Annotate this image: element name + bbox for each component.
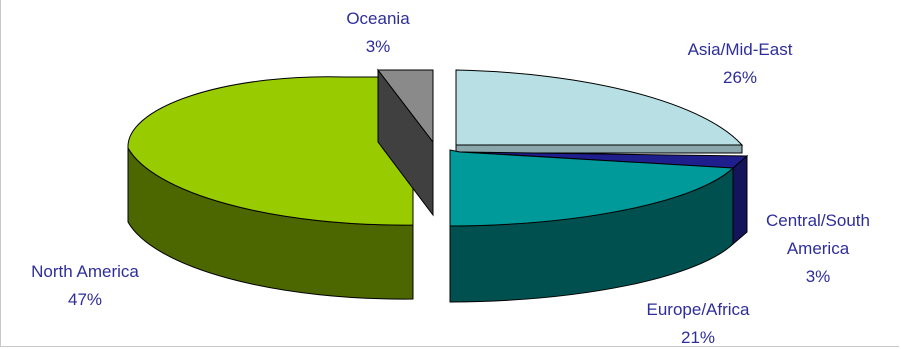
slice-asia-mid-east-side	[455, 144, 743, 154]
slice-north-america-top	[127, 76, 414, 226]
value-central-south-america: 3%	[806, 267, 831, 286]
label-oceania: Oceania	[346, 9, 410, 28]
slice-north-america	[127, 76, 414, 300]
label-central-south-america-line1: Central/South	[766, 211, 870, 230]
slice-europe-africa	[449, 149, 735, 303]
label-central-south-america-line2: America	[787, 239, 850, 258]
label-north-america: North America	[31, 262, 139, 281]
slice-europe-africa-top	[449, 149, 735, 227]
label-asia-mid-east: Asia/Mid-East	[688, 40, 793, 59]
value-oceania: 3%	[366, 37, 391, 56]
value-europe-africa: 21%	[681, 328, 715, 347]
slice-oceania	[376, 68, 434, 217]
slice-asia-mid-east	[455, 69, 744, 154]
slice-asia-mid-east-top	[455, 69, 744, 146]
label-europe-africa: Europe/Africa	[647, 300, 751, 319]
value-asia-mid-east: 26%	[723, 68, 757, 87]
slice-central-south-america-side	[732, 154, 748, 246]
value-north-america: 47%	[68, 290, 102, 309]
slice-oceania-top	[376, 69, 434, 144]
